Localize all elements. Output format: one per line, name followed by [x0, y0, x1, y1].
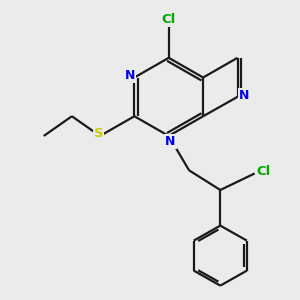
Text: N: N: [124, 69, 135, 82]
Text: Cl: Cl: [256, 165, 271, 178]
Text: N: N: [165, 135, 175, 148]
Text: N: N: [239, 89, 250, 102]
Text: S: S: [94, 127, 103, 140]
Text: Cl: Cl: [162, 13, 176, 26]
